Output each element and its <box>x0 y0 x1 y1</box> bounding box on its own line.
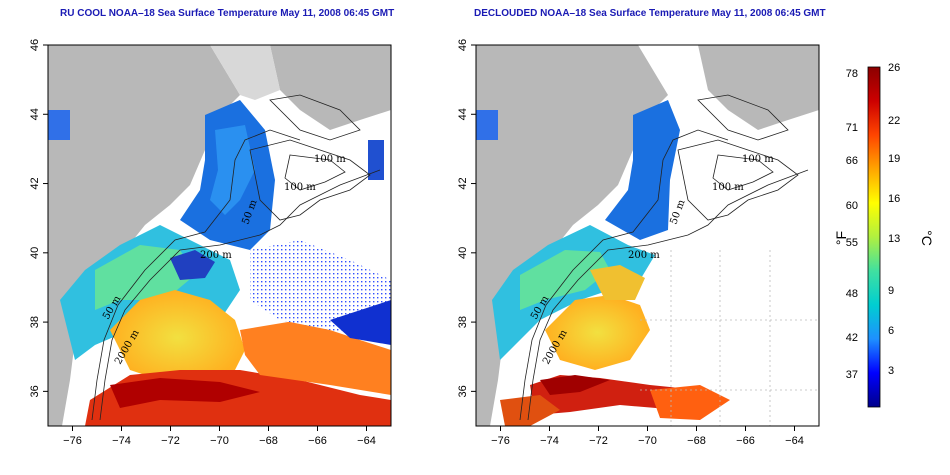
x-tick-label: −64 <box>785 435 804 447</box>
fahrenheit-tick-label: 55 <box>846 237 858 249</box>
left-map: 100 m 100 m 50 m 200 m 50 m 2000 m <box>47 44 392 427</box>
warm-eddy <box>545 295 650 370</box>
celsius-unit: °C <box>919 230 935 246</box>
fahrenheit-tick-label: 71 <box>846 122 858 134</box>
map-axes: −76 −74 −72 −70 −68 −66 −64 36 38 40 42 44 46 −76 −74 −… <box>29 39 804 447</box>
x-tick-label: −76 <box>63 435 82 447</box>
land <box>476 45 668 426</box>
x-tick-label: −72 <box>161 435 180 447</box>
fahrenheit-unit: °F <box>833 231 849 245</box>
y-tick-label: 36 <box>457 385 469 397</box>
gulf-stream-warm <box>110 290 245 385</box>
land-nova-scotia <box>270 45 391 130</box>
warm-offshore <box>650 385 730 420</box>
land <box>48 45 240 426</box>
x-tick-label: −76 <box>491 435 510 447</box>
contour-label: 100 m <box>742 154 774 165</box>
y-tick-label: 42 <box>29 177 41 189</box>
x-tick-label: −64 <box>357 435 376 447</box>
cold-shelf-water <box>605 100 680 240</box>
land-nova-scotia <box>698 45 819 130</box>
colorbar: 78 71 66 60 55 48 42 37 26 22 19 16 13 9 6 3 °F °C <box>833 62 935 408</box>
gulf-stream-red <box>540 375 610 395</box>
fahrenheit-tick-label: 37 <box>846 369 858 381</box>
y-tick-label: 40 <box>29 247 41 259</box>
contour-label: 100 m <box>284 182 316 193</box>
celsius-tick-label: 6 <box>888 325 894 337</box>
x-tick-label: −66 <box>736 435 755 447</box>
y-tick-label: 38 <box>29 316 41 328</box>
offshore-blue <box>330 300 391 345</box>
y-tick-label: 46 <box>457 39 469 51</box>
y-tick-label: 42 <box>457 177 469 189</box>
x-tick-label: −68 <box>687 435 706 447</box>
y-tick-label: 36 <box>29 385 41 397</box>
contour-label: 100 m <box>712 182 744 193</box>
y-tick-label: 46 <box>29 39 41 51</box>
y-tick-label: 44 <box>29 108 41 120</box>
cold-eddy <box>170 250 215 280</box>
contour-label: 200 m <box>200 250 232 261</box>
celsius-tick-label: 9 <box>888 285 894 297</box>
warm-stream-tail <box>500 395 560 426</box>
fahrenheit-tick-label: 78 <box>846 68 858 80</box>
celsius-tick-label: 22 <box>888 115 900 127</box>
contour-label: 200 m <box>628 250 660 261</box>
cold-shelf-water-2 <box>210 125 255 215</box>
fahrenheit-tick-label: 66 <box>846 155 858 167</box>
contour-label: 100 m <box>314 154 346 165</box>
fahrenheit-tick-label: 48 <box>846 288 858 300</box>
cold-patch <box>476 110 498 140</box>
left-panel-title: RU COOL NOAA–18 Sea Surface Temperature … <box>60 8 395 19</box>
x-tick-label: −66 <box>308 435 327 447</box>
cold-patch <box>48 110 70 140</box>
celsius-tick-label: 19 <box>888 153 900 165</box>
y-tick-label: 40 <box>457 247 469 259</box>
celsius-tick-label: 3 <box>888 365 894 377</box>
land-coast-ne <box>210 45 280 100</box>
right-panel-title: DECLOUDED NOAA–18 Sea Surface Temperatur… <box>474 8 826 19</box>
y-tick-label: 44 <box>457 108 469 120</box>
fahrenheit-tick-label: 42 <box>846 332 858 344</box>
y-tick-label: 38 <box>457 316 469 328</box>
right-map: 100 m 100 m 50 m 200 m 50 m 2000 m <box>475 44 820 427</box>
celsius-tick-label: 26 <box>888 62 900 74</box>
warm-offshore <box>240 320 391 395</box>
warm-eddy-2 <box>590 265 645 300</box>
colorbar-gradient <box>867 66 881 408</box>
x-tick-label: −74 <box>540 435 559 447</box>
fahrenheit-tick-label: 60 <box>846 200 858 212</box>
celsius-tick-label: 13 <box>888 233 900 245</box>
celsius-tick-label: 16 <box>888 193 900 205</box>
gulf-stream-red <box>110 378 260 408</box>
x-tick-label: −72 <box>589 435 608 447</box>
x-tick-label: −68 <box>259 435 278 447</box>
x-tick-label: −74 <box>112 435 131 447</box>
x-tick-label: −70 <box>638 435 657 447</box>
x-tick-label: −70 <box>210 435 229 447</box>
